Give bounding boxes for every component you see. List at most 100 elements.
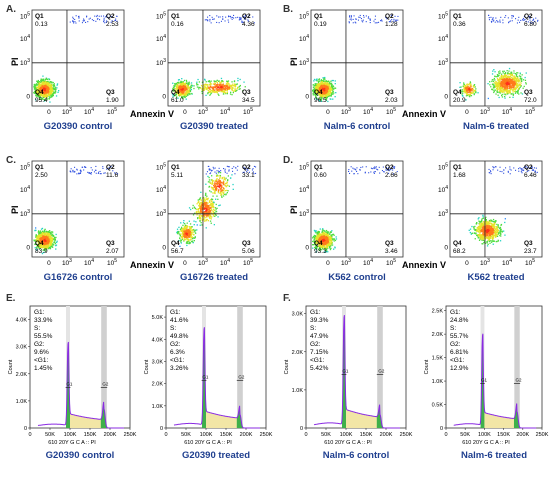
event-dot — [324, 90, 325, 91]
event-dot — [397, 16, 398, 17]
event-dot — [504, 90, 505, 91]
event-dot — [327, 97, 328, 98]
event-dot — [190, 90, 191, 91]
event-dot — [514, 85, 515, 86]
event-dot — [193, 234, 194, 235]
quadrant-q4-label: Q4 — [453, 89, 462, 96]
event-dot — [93, 20, 94, 21]
event-dot — [220, 82, 221, 83]
event-dot — [501, 81, 502, 82]
event-dot — [82, 22, 83, 23]
event-dot — [516, 75, 517, 76]
event-dot — [187, 92, 188, 93]
event-dot — [50, 239, 51, 240]
event-dot — [515, 91, 516, 92]
event-dot — [323, 83, 324, 84]
event-dot — [520, 87, 521, 88]
event-dot — [218, 89, 219, 90]
event-dot — [38, 230, 39, 231]
event-dot — [187, 95, 188, 96]
event-dot — [206, 207, 207, 208]
event-dot — [494, 79, 495, 80]
event-dot — [198, 209, 199, 210]
event-dot — [42, 83, 43, 84]
event-dot — [209, 169, 210, 170]
event-dot — [208, 198, 209, 199]
event-dot — [504, 94, 505, 95]
quadrant-q4-value: 83.9 — [35, 248, 48, 255]
event-dot — [520, 73, 521, 74]
event-dot — [181, 78, 182, 79]
event-dot — [40, 81, 41, 82]
event-dot — [216, 188, 217, 189]
event-dot — [198, 87, 199, 88]
event-dot — [517, 22, 518, 23]
event-dot — [49, 237, 50, 238]
event-dot — [245, 86, 246, 87]
event-dot — [504, 71, 505, 72]
event-dot — [206, 227, 207, 228]
event-dot — [58, 90, 59, 91]
event-dot — [224, 179, 225, 180]
event-dot — [495, 22, 496, 23]
event-dot — [498, 79, 499, 80]
event-dot — [319, 80, 320, 81]
event-dot — [501, 79, 502, 80]
event-dot — [200, 220, 201, 221]
event-dot — [188, 90, 189, 91]
x-tick-label: 105 — [525, 107, 535, 116]
event-dot — [51, 87, 52, 88]
event-dot — [207, 171, 208, 172]
event-dot — [44, 92, 45, 93]
event-dot — [494, 78, 495, 79]
event-dot — [183, 85, 184, 86]
event-dot — [496, 20, 497, 21]
event-dot — [228, 22, 229, 23]
event-dot — [185, 84, 186, 85]
event-dot — [320, 82, 321, 83]
event-dot — [190, 231, 191, 232]
event-dot — [499, 70, 500, 71]
event-dot — [225, 185, 226, 186]
event-dot — [333, 91, 334, 92]
event-dot — [373, 21, 374, 22]
event-dot — [229, 85, 230, 86]
event-dot — [516, 83, 517, 84]
event-dot — [509, 92, 510, 93]
event-dot — [521, 79, 522, 80]
event-dot — [87, 172, 88, 173]
event-dot — [178, 227, 179, 228]
quadrant-q3-label: Q3 — [106, 240, 115, 247]
event-dot — [200, 192, 201, 193]
event-dot — [499, 97, 500, 98]
event-dot — [189, 226, 190, 227]
event-dot — [353, 22, 354, 23]
event-dot — [198, 205, 199, 206]
event-dot — [223, 177, 224, 178]
quadrant-q1-value: 0.13 — [35, 21, 48, 28]
event-dot — [85, 167, 86, 168]
event-dot — [180, 83, 181, 84]
event-dot — [354, 15, 355, 16]
event-dot — [351, 17, 352, 18]
quadrant-q2-value: 4.36 — [242, 21, 255, 28]
event-dot — [206, 89, 207, 90]
event-dot — [181, 87, 182, 88]
event-dot — [52, 234, 53, 235]
event-dot — [38, 81, 39, 82]
event-dot — [500, 72, 501, 73]
x-tick-label: 0 — [47, 260, 51, 267]
event-dot — [466, 89, 467, 90]
event-dot — [321, 79, 322, 80]
event-dot — [225, 88, 226, 89]
event-dot — [177, 232, 178, 233]
event-dot — [223, 193, 224, 194]
event-dot — [79, 20, 80, 21]
event-dot — [195, 233, 196, 234]
event-dot — [182, 225, 183, 226]
event-dot — [509, 85, 510, 86]
event-dot — [506, 81, 507, 82]
event-dot — [179, 79, 180, 80]
event-dot — [511, 18, 512, 19]
